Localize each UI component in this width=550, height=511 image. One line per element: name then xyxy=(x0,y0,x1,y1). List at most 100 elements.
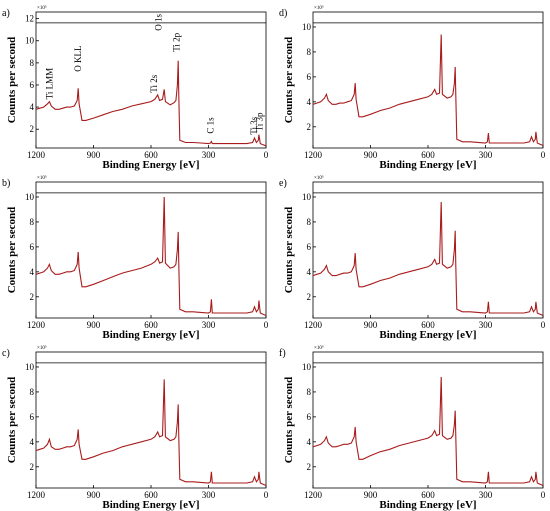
panel-label: e) xyxy=(279,178,287,189)
peak-annotation: Ti 3p xyxy=(254,112,264,131)
x-tick-label: 600 xyxy=(421,490,435,500)
y-tick-label: 10 xyxy=(302,22,312,32)
y-tick-label: 4 xyxy=(30,267,35,277)
x-tick-label: 900 xyxy=(364,320,378,330)
exponent-label: ×10⁵ xyxy=(314,175,324,181)
x-tick-label: 300 xyxy=(479,320,493,330)
x-tick-label: 0 xyxy=(264,320,269,330)
y-tick-label: 6 xyxy=(307,72,312,82)
y-tick-label: 8 xyxy=(307,217,312,227)
exponent-label: ×10⁵ xyxy=(37,175,47,181)
y-tick-label: 6 xyxy=(307,412,312,422)
y-axis-label: Counts per second xyxy=(283,207,295,294)
spectrum-line xyxy=(35,196,267,317)
exponent-label: ×10⁵ xyxy=(37,345,47,351)
x-tick-label: 600 xyxy=(421,320,435,330)
y-tick-label: 2 xyxy=(307,292,312,302)
x-tick-label: 1200 xyxy=(304,320,323,330)
y-tick-label: 6 xyxy=(30,412,35,422)
y-tick-label: 10 xyxy=(25,192,35,202)
y-tick-label: 2 xyxy=(30,292,35,302)
y-axis-label: Counts per second xyxy=(6,207,18,294)
x-tick-label: 1200 xyxy=(27,490,46,500)
x-tick-label: 300 xyxy=(202,490,216,500)
plot-frame xyxy=(312,181,544,319)
x-tick-label: 0 xyxy=(541,490,546,500)
x-tick-label: 600 xyxy=(421,150,435,160)
spectrum-line xyxy=(35,60,267,147)
peak-annotation: O 1s xyxy=(154,14,164,31)
y-tick-label: 8 xyxy=(30,217,35,227)
x-axis-label: Binding Energy [eV] xyxy=(379,159,476,171)
x-tick-label: 600 xyxy=(144,320,158,330)
panel-label: a) xyxy=(2,8,10,19)
x-axis-label: Binding Energy [eV] xyxy=(379,329,476,341)
x-axis-label: Binding Energy [eV] xyxy=(102,329,199,341)
peak-annotation: Ti 3s xyxy=(249,116,259,134)
y-tick-label: 8 xyxy=(307,387,312,397)
x-tick-label: 1200 xyxy=(304,490,323,500)
spectrum-line xyxy=(312,376,544,487)
x-tick-label: 900 xyxy=(364,150,378,160)
y-tick-label: 4 xyxy=(307,97,312,107)
panel: b) ×10⁵ 2 4 6 8 10 1200 900 600 300 0 Binding Energy… xyxy=(2,175,269,341)
panel-label: f) xyxy=(279,348,286,359)
y-axis-label: Counts per second xyxy=(283,377,295,464)
plot-frame xyxy=(35,351,267,489)
x-tick-label: 0 xyxy=(264,490,269,500)
x-tick-label: 300 xyxy=(202,320,216,330)
panel: a) ×10⁵ 2 4 6 8 10 12 1200 900 600 300 0 Binding Ener… xyxy=(2,5,269,171)
panel: d) ×10⁵ 2 4 6 8 10 1200 900 600 300 0 Binding Energy… xyxy=(279,5,546,171)
x-tick-label: 900 xyxy=(87,490,101,500)
y-tick-label: 8 xyxy=(30,58,35,68)
y-axis-label: Counts per second xyxy=(283,37,295,124)
peak-annotation: O KLL xyxy=(73,45,83,71)
x-tick-label: 300 xyxy=(202,150,216,160)
plot-frame xyxy=(35,181,267,319)
y-tick-label: 4 xyxy=(307,267,312,277)
x-tick-label: 1200 xyxy=(27,150,46,160)
exponent-label: ×10⁵ xyxy=(37,5,47,11)
x-tick-label: 900 xyxy=(364,490,378,500)
panel-label: d) xyxy=(279,8,287,19)
peak-annotation: Ti LMM xyxy=(44,68,54,99)
x-tick-label: 0 xyxy=(264,150,269,160)
peak-annotation: Ti 2p xyxy=(171,32,181,51)
x-axis-label: Binding Energy [eV] xyxy=(379,499,476,511)
y-tick-label: 2 xyxy=(307,462,312,472)
spectrum-line xyxy=(312,201,544,317)
x-axis-label: Binding Energy [eV] xyxy=(102,159,199,171)
x-tick-label: 600 xyxy=(144,150,158,160)
y-tick-label: 6 xyxy=(30,242,35,252)
x-tick-label: 900 xyxy=(87,150,101,160)
y-tick-label: 12 xyxy=(25,14,34,24)
y-tick-label: 2 xyxy=(30,462,35,472)
x-tick-label: 0 xyxy=(541,150,546,160)
panel: f) ×10⁵ 2 4 6 8 10 1200 900 600 300 0 Binding Energy… xyxy=(279,345,546,511)
panel-label: c) xyxy=(2,348,10,359)
exponent-label: ×10⁵ xyxy=(314,5,324,11)
x-tick-label: 1200 xyxy=(304,150,323,160)
y-tick-label: 2 xyxy=(30,124,35,134)
spectrum-line xyxy=(35,379,267,487)
x-tick-label: 0 xyxy=(541,320,546,330)
y-axis-label: Counts per second xyxy=(6,377,18,464)
y-tick-label: 10 xyxy=(25,36,35,46)
panel: c) ×10⁵ 2 4 6 8 10 1200 900 600 300 0 Binding Energy… xyxy=(2,345,269,511)
x-tick-label: 600 xyxy=(144,490,158,500)
y-tick-label: 4 xyxy=(307,437,312,447)
x-tick-label: 300 xyxy=(479,150,493,160)
y-tick-label: 10 xyxy=(302,192,312,202)
peak-annotation: C 1s xyxy=(205,117,215,134)
y-tick-label: 10 xyxy=(25,362,35,372)
y-tick-label: 2 xyxy=(307,122,312,132)
y-axis-label: Counts per second xyxy=(6,37,18,124)
peak-annotation: Ti 2s xyxy=(149,74,159,92)
x-tick-label: 900 xyxy=(87,320,101,330)
y-tick-label: 4 xyxy=(30,437,35,447)
plot-frame xyxy=(312,11,544,149)
x-axis-label: Binding Energy [eV] xyxy=(102,499,199,511)
y-tick-label: 6 xyxy=(307,242,312,252)
spectrum-line xyxy=(312,34,544,147)
